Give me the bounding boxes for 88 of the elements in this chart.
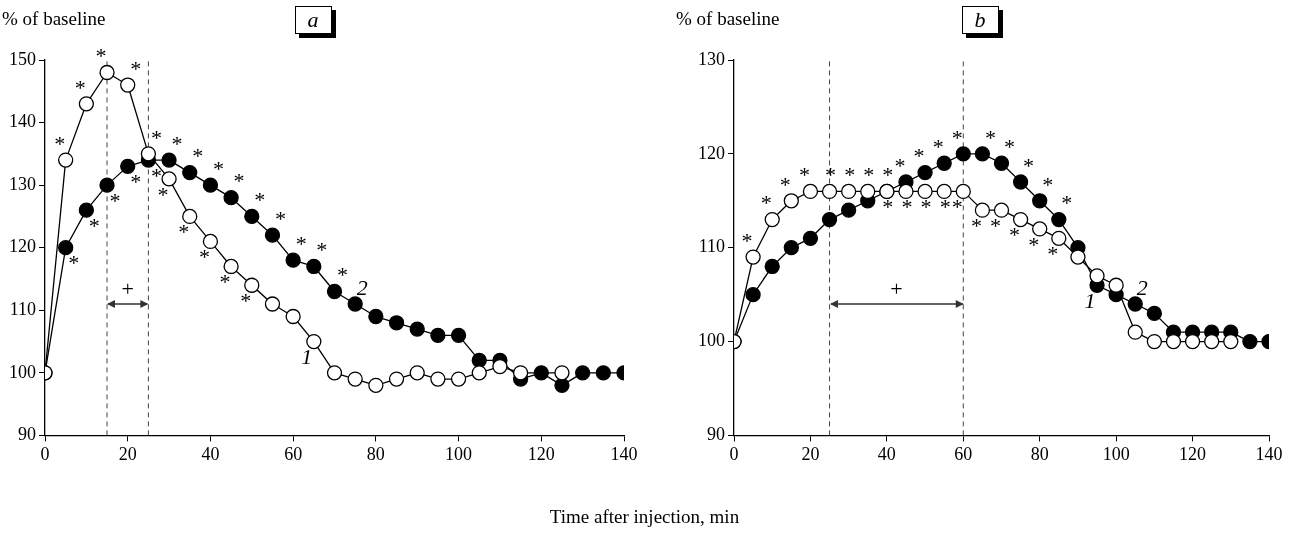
annotation: * [1008,222,1020,248]
annotation: + [121,275,134,301]
annotation: * [294,230,306,256]
annotation: * [218,269,230,295]
annotation: * [177,219,189,245]
annotation: * [989,212,1000,238]
x-tick-label: 60 [954,443,973,464]
annotation: * [1046,241,1058,267]
x-tick-label: 120 [527,443,555,464]
annotation: * [893,152,905,178]
annotation: * [197,244,209,270]
annotation: * [919,194,931,220]
annotation: * [94,43,106,69]
annotation: * [149,124,161,150]
x-tick-label: 60 [284,443,303,464]
y-tick-label: 120 [9,236,36,257]
y-tick-label: 100 [698,330,725,351]
annotation: * [900,194,912,220]
annotation: * [759,190,771,216]
y-axis-title: % of baseline [676,8,780,30]
annotation: * [211,155,223,181]
annotation: * [912,143,924,169]
annotation: * [191,143,203,169]
x-tick-label: 20 [118,443,137,464]
annotation: * [950,194,962,220]
annotation: * [73,74,85,100]
x-tick-label: 40 [877,443,896,464]
annotation: 2 [1136,274,1148,300]
annotation: * [273,205,285,231]
annotation: * [170,130,182,156]
annotation: * [239,288,251,314]
y-tick-label: 130 [9,173,36,194]
x-tick-label: 100 [445,443,473,464]
annotation: * [969,212,981,238]
y-tick-label: 110 [698,236,725,257]
chart-title: a [294,6,332,34]
annotation: * [881,162,893,188]
x-tick-label: 120 [1179,443,1207,464]
x-tick-label: 140 [610,443,638,464]
annotation: 2 [356,274,368,300]
chart-title: b [961,6,999,34]
annotation: * [938,194,950,220]
annotation: * [336,262,347,288]
y-tick-label: 140 [9,111,36,132]
annotation: * [232,168,244,194]
annotation: * [253,187,265,213]
x-axis-title: Time after injection, min [548,506,741,528]
annotation: * [740,227,752,253]
annotation: * [315,237,327,263]
x-tick-label: 0 [729,443,739,464]
x-tick-label: 100 [1102,443,1130,464]
annotation: * [67,250,79,276]
annotation: * [1060,190,1072,216]
annotation: * [881,194,893,220]
annotation: * [1041,171,1053,197]
y-tick-label: 110 [9,299,36,319]
annotation: * [983,124,995,150]
x-tick-label: 80 [1030,443,1049,464]
annotation: * [1003,134,1014,160]
x-tick-label: 0 [40,443,50,464]
annotation: * [843,162,855,188]
annotation: * [862,162,874,188]
y-tick-label: 150 [9,48,36,69]
annotation: * [1027,231,1039,257]
annotation: * [931,134,943,160]
x-tick-label: 20 [801,443,820,464]
annotation: * [824,162,836,188]
annotation: 1 [301,344,313,370]
annotation: * [129,55,141,81]
annotation: * [1022,152,1034,178]
y-tick-label: 100 [9,361,36,382]
x-tick-label: 80 [366,443,385,464]
annotation: * [797,162,809,188]
x-tick-label: 140 [1255,443,1283,464]
annotation: + [890,275,903,301]
annotation: * [778,171,790,197]
y-axis-title: % of baseline [2,8,106,30]
y-tick-label: 90 [707,424,725,445]
annotation: * [950,124,962,150]
annotation: * [129,169,141,195]
x-tick-label: 40 [201,443,220,464]
y-tick-label: 90 [18,424,36,445]
annotation: 1 [1084,288,1096,314]
annotation: * [53,130,65,156]
y-tick-label: 130 [698,48,725,69]
annotation: * [87,212,99,238]
annotation: * [108,187,120,213]
y-tick-label: 120 [698,142,725,163]
